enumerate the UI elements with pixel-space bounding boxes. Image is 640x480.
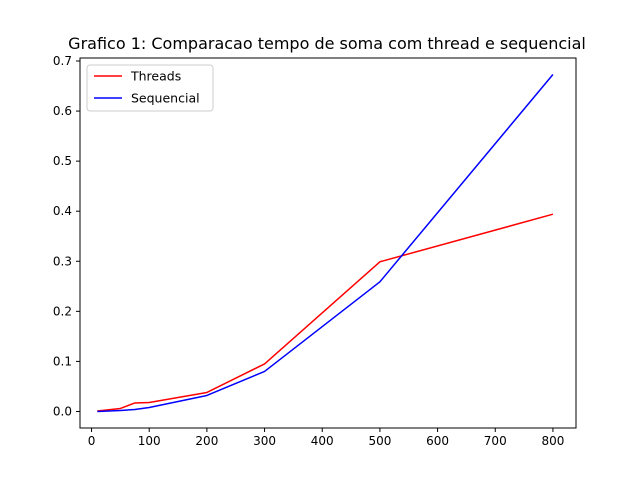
x-axis: 0 100 200 300 400 500 600 700 800 (88, 428, 564, 448)
series-line-sequencial (97, 74, 554, 413)
y-tick-label: 0.2 (53, 304, 72, 318)
x-tick-label: 400 (311, 434, 334, 448)
legend-label-sequencial: Sequencial (131, 91, 200, 106)
y-tick-label: 0.0 (53, 404, 72, 418)
legend-label-threads: Threads (130, 69, 181, 84)
x-tick-label: 300 (253, 434, 276, 448)
x-tick-label: 100 (138, 434, 161, 448)
y-tick-label: 0.1 (53, 354, 72, 368)
plot-frame (79, 57, 577, 429)
x-tick-label: 200 (195, 434, 218, 448)
y-tick-label: 0.7 (53, 54, 72, 68)
x-tick-label: 0 (88, 434, 96, 448)
x-tick-label: 700 (484, 434, 507, 448)
x-tick-label: 500 (368, 434, 391, 448)
series-line-threads (97, 213, 554, 412)
series-lines (97, 74, 554, 413)
y-tick-label: 0.5 (53, 154, 72, 168)
chart-title: Grafico 1: Comparacao tempo de soma com … (68, 34, 586, 53)
legend: Threads Sequencial (86, 64, 214, 112)
x-tick-label: 600 (426, 434, 449, 448)
y-axis: 0.0 0.1 0.2 0.3 0.4 0.5 0.6 0.7 (53, 54, 80, 418)
y-tick-label: 0.6 (53, 104, 72, 118)
y-tick-label: 0.3 (53, 254, 72, 268)
y-tick-label: 0.4 (53, 204, 72, 218)
x-tick-label: 800 (541, 434, 564, 448)
